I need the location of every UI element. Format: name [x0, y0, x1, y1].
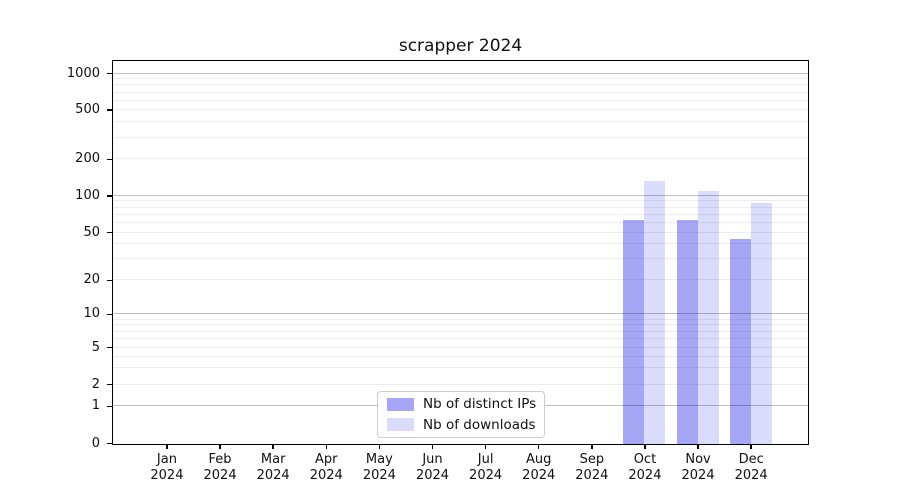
gridline-minor-20: [113, 279, 808, 281]
gridline-minor-90: [113, 200, 808, 202]
gridline-minor-4: [113, 355, 808, 357]
y-tick-label-0: 0: [91, 435, 100, 451]
gridline-minor-60: [113, 221, 808, 223]
x-tick-label-oct: Oct 2024: [628, 452, 662, 483]
y-tick-mark-1000: [106, 72, 112, 75]
x-tick-label-nov: Nov 2024: [681, 452, 715, 483]
gridline-minor-6: [113, 337, 808, 339]
bar-nb-of-downloads-nov: [697, 191, 719, 444]
gridline-minor-80: [113, 206, 808, 208]
gridline-major-10: [113, 313, 808, 315]
y-tick-mark-2: [106, 383, 112, 386]
gridline-major-100: [113, 194, 808, 196]
chart-title: scrapper 2024: [398, 36, 523, 56]
x-tick-mark-jan: [166, 443, 168, 449]
bar-nb-of-downloads-dec: [750, 203, 772, 444]
y-tick-mark-50: [106, 231, 112, 234]
y-tick-label-100: 100: [75, 187, 100, 203]
x-tick-mark-nov: [697, 443, 699, 449]
gridline-major-1000: [113, 72, 808, 74]
gridline-minor-200: [113, 158, 808, 160]
bar-nb-of-distinct-ips-oct: [623, 220, 645, 444]
x-tick-mark-may: [378, 443, 381, 449]
y-tick-mark-0: [106, 442, 112, 445]
gridline-minor-900: [113, 78, 808, 80]
x-tick-mark-jul: [484, 443, 487, 449]
gridline-minor-9: [113, 318, 808, 320]
legend-swatch-distinct-ips: [387, 397, 414, 411]
gridlines: [113, 61, 808, 444]
y-tick-mark-500: [106, 109, 112, 111]
gridline-minor-600: [113, 99, 808, 101]
x-tick-mark-feb: [219, 443, 221, 449]
gridline-minor-2: [113, 383, 808, 385]
y-tick-label-20: 20: [83, 272, 100, 288]
y-tick-mark-20: [106, 279, 112, 282]
y-tick-label-50: 50: [83, 224, 100, 240]
y-tick-label-1000: 1000: [66, 65, 100, 81]
gridline-minor-700: [113, 91, 808, 93]
x-tick-label-feb: Feb 2024: [203, 452, 237, 483]
plot-area: Nb of distinct IPs Nb of downloads: [112, 60, 809, 445]
x-tick-label-jun: Jun 2024: [415, 452, 450, 483]
bar-nb-of-downloads-oct: [644, 180, 666, 444]
legend-label-distinct-ips: Nb of distinct IPs: [423, 396, 537, 413]
y-tick-label-10: 10: [83, 306, 100, 322]
y-tick-mark-5: [106, 346, 112, 349]
gridline-minor-500: [113, 109, 808, 111]
y-tick-label-1: 1: [91, 398, 100, 414]
legend-swatch-downloads: [387, 418, 414, 432]
x-tick-label-may: May 2024: [362, 452, 396, 483]
x-tick-label-dec: Dec 2024: [734, 452, 768, 483]
gridline-minor-40: [113, 243, 808, 245]
x-tick-mark-mar: [272, 443, 274, 449]
bars-layer: [113, 61, 808, 444]
gridline-minor-70: [113, 213, 808, 215]
x-tick-label-aug: Aug 2024: [522, 452, 556, 483]
x-tick-label-jan: Jan 2024: [150, 452, 184, 483]
y-tick-label-500: 500: [75, 102, 100, 118]
x-tick-mark-oct: [644, 443, 646, 449]
gridline-minor-3: [113, 367, 808, 369]
legend-item-downloads: Nb of downloads: [378, 415, 544, 436]
x-tick-mark-aug: [537, 443, 540, 449]
gridline-minor-7: [113, 330, 808, 332]
x-tick-mark-jun: [431, 443, 434, 449]
x-tick-mark-apr: [325, 443, 328, 449]
y-tick-mark-100: [106, 195, 112, 197]
gridline-minor-50: [113, 231, 808, 233]
y-tick-label-200: 200: [75, 151, 100, 167]
x-tick-label-sep: Sep 2024: [575, 452, 609, 483]
gridline-minor-8: [113, 324, 808, 326]
x-tick-label-apr: Apr 2024: [309, 452, 343, 483]
x-tick-mark-dec: [750, 443, 752, 449]
bar-nb-of-distinct-ips-nov: [676, 220, 698, 444]
y-tick-mark-200: [106, 158, 112, 161]
legend-item-distinct-ips: Nb of distinct IPs: [378, 394, 544, 415]
y-tick-mark-10: [106, 313, 112, 316]
gridline-minor-300: [113, 136, 808, 138]
y-tick-label-5: 5: [91, 339, 100, 355]
gridline-minor-30: [113, 258, 808, 260]
gridline-minor-5: [113, 346, 808, 348]
x-tick-label-mar: Mar 2024: [256, 452, 290, 483]
gridline-minor-800: [113, 84, 808, 86]
gridline-minor-400: [113, 121, 808, 123]
y-tick-label-2: 2: [91, 376, 100, 392]
legend-label-downloads: Nb of downloads: [423, 416, 536, 433]
bar-nb-of-distinct-ips-dec: [729, 238, 751, 444]
x-tick-label-jul: Jul 2024: [469, 452, 503, 483]
x-tick-mark-sep: [591, 443, 593, 449]
legend: Nb of distinct IPs Nb of downloads: [377, 391, 545, 438]
y-tick-mark-1: [106, 405, 112, 408]
